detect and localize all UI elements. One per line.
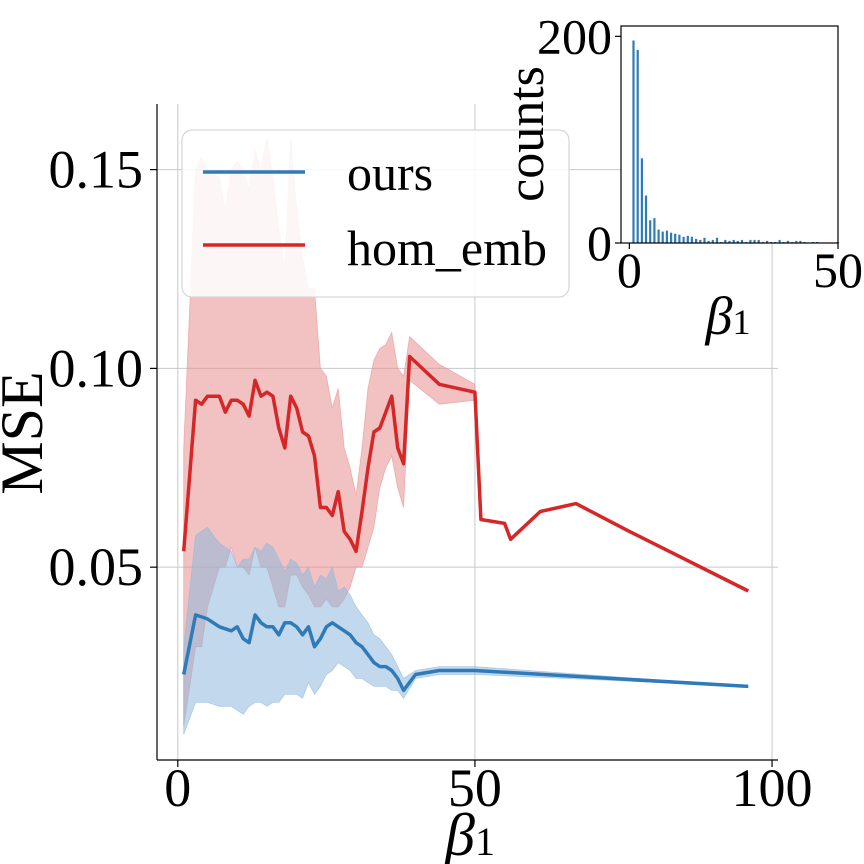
main-x-axis-label-subscript: 1 <box>475 819 495 864</box>
main-x-tick-label: 50 <box>448 758 502 818</box>
inset-bar <box>753 239 756 243</box>
inset-bar <box>786 240 789 243</box>
inset-bar <box>728 240 731 243</box>
inset-bar <box>670 232 673 243</box>
inset-bar <box>686 235 689 243</box>
main-y-tick-label: 0.15 <box>49 140 144 200</box>
inset-x-axis-label: β1 <box>705 286 751 346</box>
inset-y-tick-label: 200 <box>537 8 612 64</box>
main-x-axis-label: β1 <box>444 802 495 864</box>
inset-y-tick-label: 0 <box>587 215 612 271</box>
inset-bar <box>657 229 660 243</box>
inset-bar <box>715 237 719 243</box>
legend: ours hom_emb <box>181 129 570 298</box>
inset-bar <box>778 239 781 243</box>
inset-bar <box>682 236 685 243</box>
main-y-axis-label: MSE <box>0 371 55 494</box>
main-y-tick-label: 0.05 <box>49 537 144 597</box>
inset-bar <box>766 240 769 243</box>
inset-bar <box>707 240 710 243</box>
inset-bar <box>749 239 752 243</box>
main-y-tick-label: 0.10 <box>49 338 144 398</box>
inset-background <box>621 26 838 243</box>
inset-bar <box>703 237 706 243</box>
main-series-lines <box>181 354 750 693</box>
inset-x-axis-label-symbol: β <box>705 286 733 346</box>
series-line-hom-emb <box>181 354 750 593</box>
inset-bars <box>621 26 840 243</box>
inset-bar <box>736 240 739 243</box>
inset-bar <box>661 231 664 243</box>
inset-bar <box>799 240 802 243</box>
inset-bar <box>711 239 714 243</box>
inset-bar <box>795 240 798 243</box>
inset-bar <box>757 239 760 243</box>
legend-label-hom-emb: hom_emb <box>347 220 547 276</box>
inset-bar <box>695 238 698 243</box>
inset-x-tick-label: 0 <box>617 242 642 298</box>
inset-bar <box>732 239 735 243</box>
inset-bar <box>653 218 656 243</box>
inset-bar <box>724 239 727 243</box>
inset-bar <box>632 40 635 243</box>
inset-bar <box>644 195 648 243</box>
main-x-tick-label: 100 <box>732 758 813 818</box>
inset-bar <box>640 158 643 243</box>
inset-x-axis-label-subscript: 1 <box>732 302 750 342</box>
inset-frame <box>620 25 839 244</box>
series-line-ours <box>181 613 749 693</box>
inset-bar <box>740 239 744 243</box>
main-x-axis-label-symbol: β <box>444 802 475 864</box>
inset-x-tick-label: 50 <box>813 242 863 298</box>
inset-bar <box>636 49 639 243</box>
inset-bar <box>699 239 702 243</box>
legend-label-ours: ours <box>347 145 433 201</box>
inset-bar <box>674 233 677 243</box>
inset-bar <box>649 220 652 243</box>
inset-bar <box>678 234 681 243</box>
inset-bar <box>665 230 668 243</box>
inset-bar <box>690 236 693 243</box>
inset-y-axis-label: counts <box>498 66 555 202</box>
inset-axes: 0 50 0 200 <box>537 8 863 298</box>
main-x-tick-label: 0 <box>164 758 191 818</box>
confidence-band-ours <box>183 526 749 735</box>
